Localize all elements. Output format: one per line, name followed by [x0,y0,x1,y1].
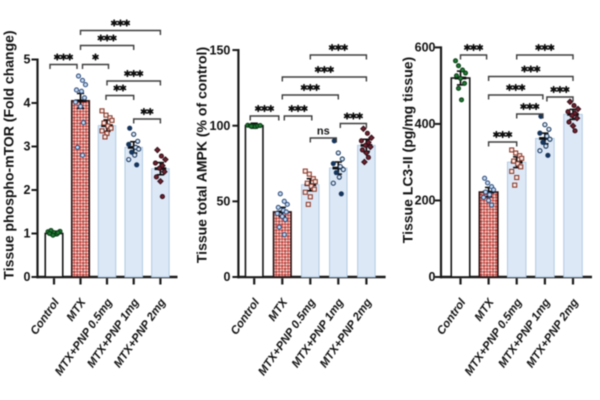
svg-text:Tissue LC3-II (pg/mg tissue): Tissue LC3-II (pg/mg tissue) [400,57,416,243]
svg-text:Tissue total AMPK (% of contro: Tissue total AMPK (% of control) [194,47,210,263]
svg-text:Tissue phospho-mTOR (Fold chan: Tissue phospho-mTOR (Fold change) [1,30,17,279]
svg-text:4: 4 [24,96,31,110]
svg-text:1: 1 [24,227,31,241]
svg-text:ns: ns [317,126,330,138]
svg-text:400: 400 [415,117,436,131]
svg-text:0: 0 [24,270,31,284]
svg-text:100: 100 [210,119,231,133]
svg-text:3: 3 [24,140,31,154]
svg-text:0: 0 [223,270,230,284]
svg-text:50: 50 [216,195,230,209]
svg-text:150: 150 [210,43,231,57]
svg-text:600: 600 [415,41,436,55]
svg-text:200: 200 [415,194,436,208]
svg-text:5: 5 [24,53,31,67]
svg-text:0: 0 [429,270,436,284]
svg-text:2: 2 [24,183,31,197]
